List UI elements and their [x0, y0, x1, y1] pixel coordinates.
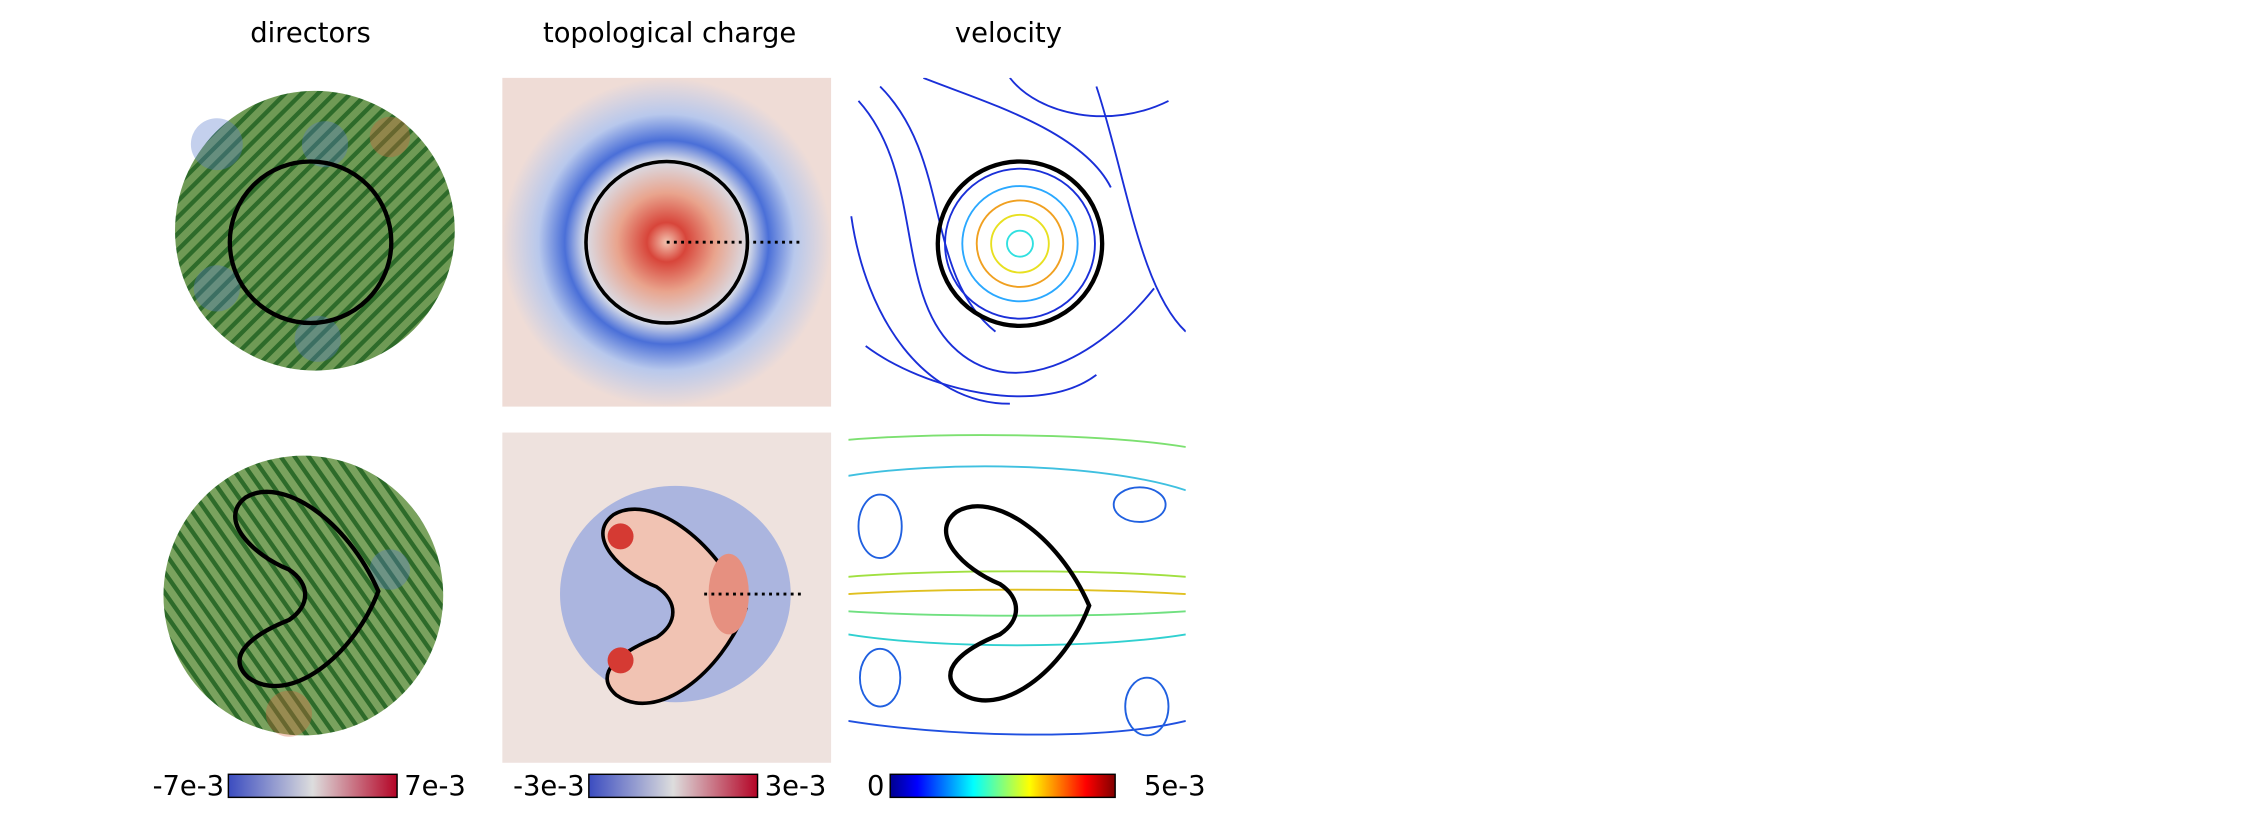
streamline [1095, 86, 1186, 333]
charge-spot [369, 549, 411, 590]
colorbar [588, 773, 759, 799]
streamline [865, 345, 1097, 398]
streamline [848, 570, 1186, 578]
streamline [858, 647, 902, 708]
contour [943, 504, 1092, 703]
streamline [1009, 77, 1169, 118]
streamline [923, 77, 1112, 188]
streamline [975, 199, 1065, 288]
streamline [857, 493, 903, 559]
colorbar [227, 773, 398, 799]
column-title: directors [250, 18, 371, 49]
contour [233, 489, 381, 689]
streamline [848, 633, 1186, 647]
streamline [848, 588, 1186, 595]
colorbar-max-label: 5e-3 [1144, 771, 1206, 802]
director-field [175, 90, 455, 371]
streamline [850, 216, 1010, 405]
contour [601, 507, 748, 706]
streamline [990, 213, 1050, 274]
contour [935, 159, 1105, 329]
streamline [1112, 486, 1167, 523]
streamline [1124, 676, 1170, 737]
streamline [848, 434, 1186, 448]
charge-spot [190, 118, 243, 171]
streamline [879, 85, 997, 333]
colorbar-max-label: 7e-3 [404, 771, 466, 802]
colorbar-min-label: -7e-3 [153, 771, 224, 802]
charge-spot [369, 116, 411, 158]
column-title: velocity [955, 18, 1062, 49]
charge-spot [607, 523, 634, 550]
charge-spot [265, 690, 312, 737]
streamline [944, 167, 1096, 320]
charge-spot [193, 265, 240, 312]
charge-spot [607, 647, 634, 674]
streamline [848, 465, 1186, 492]
colorbar [889, 773, 1116, 799]
charge-spot [294, 315, 341, 362]
streamline [857, 100, 1155, 374]
streamline [848, 720, 1186, 736]
colorbar-max-label: 3e-3 [765, 771, 827, 802]
colorbar-min-label: 0 [867, 771, 884, 802]
contour [227, 159, 394, 326]
streamline [961, 185, 1079, 303]
charge-spot [301, 121, 349, 168]
colorbar-min-label: -3e-3 [513, 771, 584, 802]
streamline [1006, 229, 1034, 258]
streamlines [850, 77, 1186, 405]
column-title: topological charge [543, 18, 796, 49]
